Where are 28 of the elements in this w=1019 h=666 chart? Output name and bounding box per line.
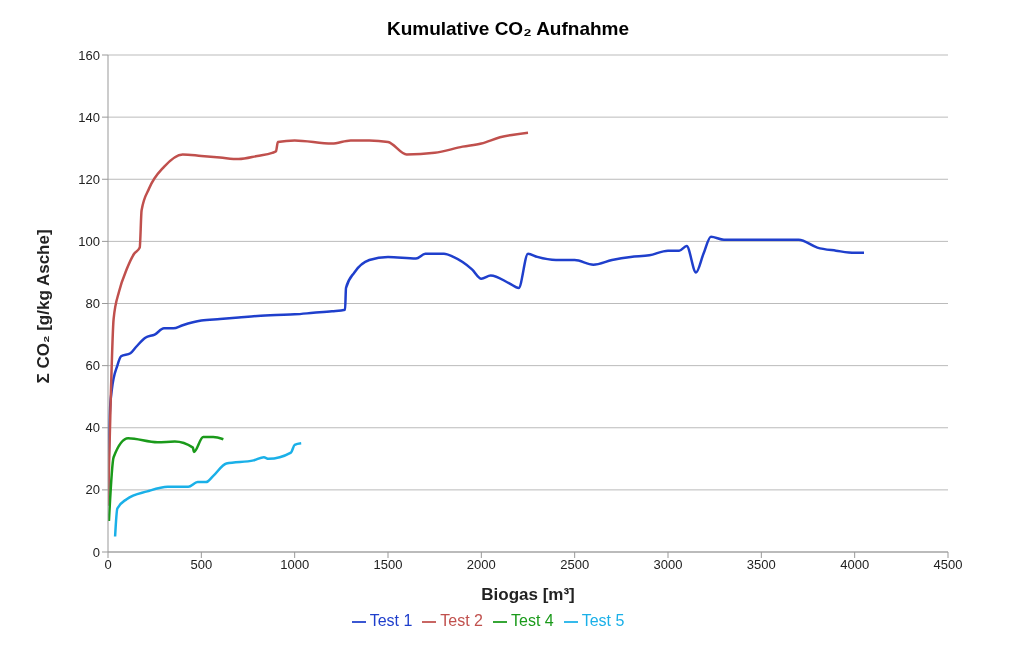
line-series — [108, 435, 225, 523]
y-axis-title: Σ CO₂ [g/kg Asche] — [34, 229, 54, 384]
y-tick-label: 80 — [85, 296, 100, 312]
x-axis-title: Biogas [m³] — [481, 585, 575, 604]
legend-label: Test 5 — [581, 612, 625, 629]
x-tick-label: 3000 — [653, 557, 683, 573]
x-tick-label: 4500 — [933, 557, 963, 573]
x-tick-label: 2000 — [466, 557, 496, 573]
line-series — [113, 442, 303, 538]
legend-label: Test 4 — [511, 612, 554, 629]
x-tick-label: 500 — [190, 557, 213, 573]
chart-title: Kumulative CO₂ Aufnahme — [385, 18, 631, 40]
y-tick-label: 60 — [85, 358, 100, 374]
x-tick-label: 0 — [104, 557, 112, 573]
y-tick-label: 20 — [85, 482, 100, 498]
y-tick-label: 40 — [85, 420, 100, 436]
legend-label: Test 1 — [369, 612, 413, 629]
x-tick-label: 1000 — [280, 557, 310, 573]
x-tick-label: 3500 — [746, 557, 776, 573]
y-tick-label: 120 — [78, 171, 100, 187]
legend-label: Test 2 — [440, 612, 483, 629]
x-tick-label: 2500 — [560, 557, 590, 573]
y-tick-label: 100 — [78, 233, 100, 249]
y-tick-label: 140 — [78, 109, 100, 125]
x-tick-label: 4000 — [840, 557, 870, 573]
y-tick-label: 160 — [78, 47, 100, 63]
y-tick-label: 0 — [92, 544, 100, 560]
x-tick-label: 1500 — [373, 557, 403, 573]
